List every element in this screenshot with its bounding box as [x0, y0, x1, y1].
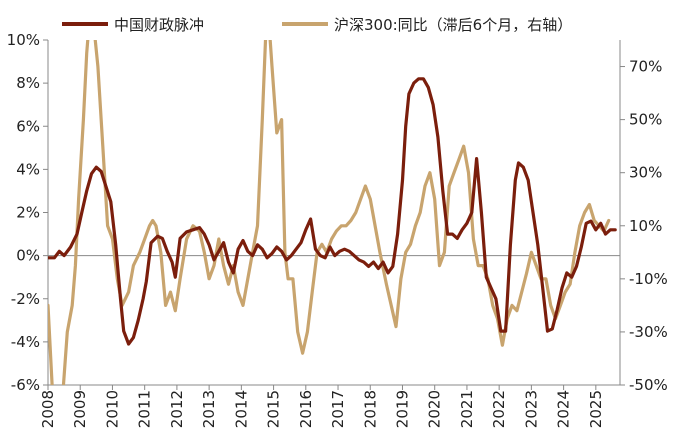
legend-label-csi300: 沪深300:同比（滞后6个月，右轴） [334, 16, 572, 34]
left-tick-label: 4% [16, 160, 40, 178]
x-tick-label: 2022 [490, 390, 508, 428]
right-tick-label: 70% [629, 58, 662, 76]
x-tick-label: 2019 [393, 390, 411, 428]
legend-label-fiscal-impulse: 中国财政脉冲 [114, 16, 204, 34]
series-line-fiscal-impulse [48, 77, 617, 346]
x-tick-label: 2011 [136, 390, 154, 428]
x-tick-label: 2023 [522, 390, 540, 428]
left-tick-label: 0% [16, 247, 40, 265]
right-tick-label: 50% [629, 111, 662, 129]
right-tick-label: 10% [629, 217, 662, 235]
series-layer [48, 40, 617, 385]
legend: 中国财政脉冲 沪深300:同比（滞后6个月，右轴） [62, 16, 572, 34]
x-tick-label: 2024 [555, 390, 573, 428]
axes: -6% -4% -2% 0% 2% 4% 6% 8% 10% -50% -30% -10% 10% 30%… [7, 31, 668, 428]
x-tick-label: 2018 [361, 390, 379, 428]
left-tick-label: 2% [16, 204, 40, 222]
left-tick-label: -6% [11, 376, 40, 394]
left-tick-label: -2% [11, 290, 40, 308]
x-tick-label: 2025 [587, 390, 605, 428]
left-tick-label: 6% [16, 117, 40, 135]
left-tick-label: 10% [7, 31, 40, 49]
x-tick-label: 2009 [71, 390, 89, 428]
x-tick-label: 2010 [103, 390, 121, 428]
right-tick-label: -10% [629, 270, 668, 288]
x-tick-label: 2020 [426, 390, 444, 428]
x-tick-label: 2014 [232, 390, 250, 428]
right-tick-label: 30% [629, 164, 662, 182]
left-tick-label: -4% [11, 333, 40, 351]
x-tick-label: 2012 [168, 390, 186, 428]
right-tick-label: -30% [629, 323, 668, 341]
x-tick-label: 2017 [329, 390, 347, 428]
x-tick-label: 2008 [39, 390, 57, 428]
x-tick-label: 2016 [297, 390, 315, 428]
right-tick-label: -50% [629, 376, 668, 394]
x-tick-label: 2015 [265, 390, 283, 428]
series-line-csi300 [48, 40, 611, 385]
left-tick-label: 8% [16, 74, 40, 92]
x-tick-label: 2021 [458, 390, 476, 428]
x-tick-label: 2013 [200, 390, 218, 428]
